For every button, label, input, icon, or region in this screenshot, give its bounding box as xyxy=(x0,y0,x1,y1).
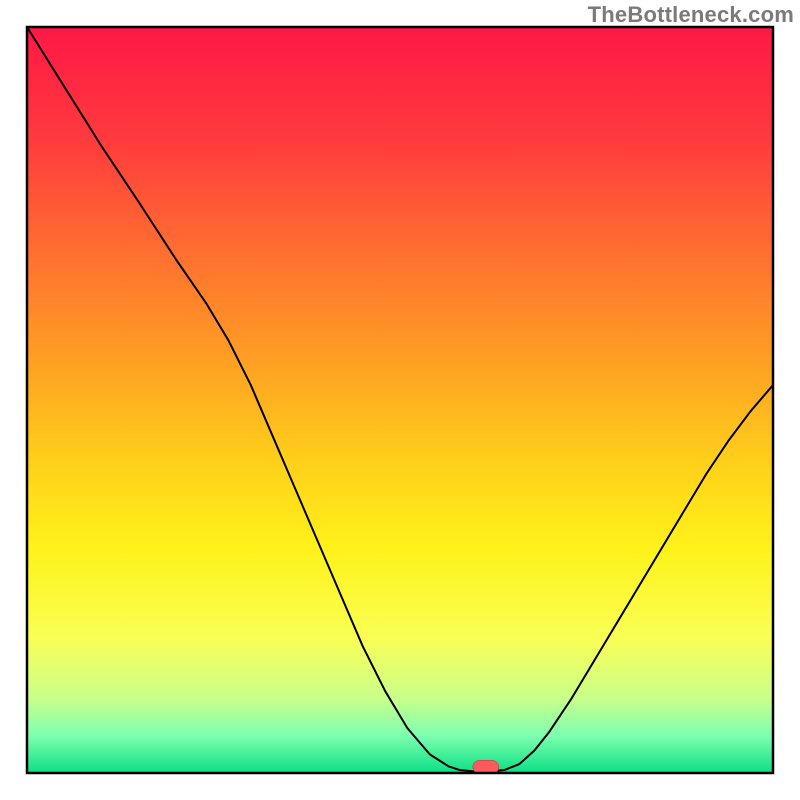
watermark-text: TheBottleneck.com xyxy=(588,2,794,28)
optimum-marker xyxy=(473,760,499,773)
chart-container: TheBottleneck.com xyxy=(0,0,800,800)
bottleneck-chart xyxy=(0,0,800,800)
gradient-background xyxy=(27,27,773,773)
